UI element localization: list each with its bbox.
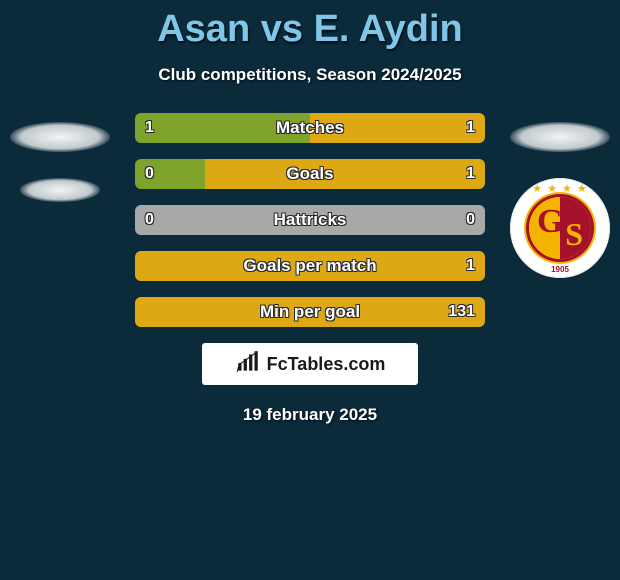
stat-value-right: 131: [448, 297, 475, 327]
stat-row: 01Goals: [135, 159, 485, 189]
stat-bar-left: [135, 205, 485, 235]
badge-letter-g: G: [537, 203, 563, 241]
brand-text: FcTables.com: [267, 354, 386, 375]
stat-bar-left: [135, 113, 310, 143]
page-title: Asan vs E. Aydin: [0, 0, 620, 51]
stat-value-right: 0: [466, 205, 475, 235]
player-left-name: Asan: [157, 8, 250, 50]
left-club-slot: [10, 122, 110, 202]
badge-inner: G S: [529, 197, 591, 259]
left-club-glow-2: [20, 178, 100, 202]
stat-value-left: 0: [145, 159, 154, 189]
player-right-name: E. Aydin: [314, 8, 463, 50]
right-club-glow: [510, 122, 610, 152]
vs-separator: vs: [261, 8, 303, 50]
stat-value-right: 1: [466, 113, 475, 143]
badge-letter-s: S: [565, 216, 583, 253]
badge-year: 1905: [510, 265, 610, 274]
badge-stars-icon: ★ ★ ★ ★: [510, 182, 610, 195]
stat-row: 1Goals per match: [135, 251, 485, 281]
left-club-glow-1: [10, 122, 110, 152]
stat-bar-right: [310, 113, 485, 143]
stat-bar-right: [135, 251, 485, 281]
stat-bar-right: [135, 297, 485, 327]
right-club-slot: ★ ★ ★ ★ G S 1905: [510, 122, 610, 278]
stat-row: 00Hattricks: [135, 205, 485, 235]
stat-value-right: 1: [466, 251, 475, 281]
stat-value-right: 1: [466, 159, 475, 189]
stat-value-left: 0: [145, 205, 154, 235]
stat-row: 131Min per goal: [135, 297, 485, 327]
brand-badge[interactable]: FcTables.com: [202, 343, 418, 385]
stats-panel: 11Matches01Goals00Hattricks1Goals per ma…: [135, 113, 485, 327]
stat-bar-right: [205, 159, 485, 189]
subtitle: Club competitions, Season 2024/2025: [0, 65, 620, 85]
badge-letters: G S: [529, 197, 591, 259]
stat-row: 11Matches: [135, 113, 485, 143]
galatasaray-badge: ★ ★ ★ ★ G S 1905: [510, 178, 610, 278]
bar-chart-icon: [235, 349, 261, 380]
stat-value-left: 1: [145, 113, 154, 143]
date-text: 19 february 2025: [0, 405, 620, 425]
